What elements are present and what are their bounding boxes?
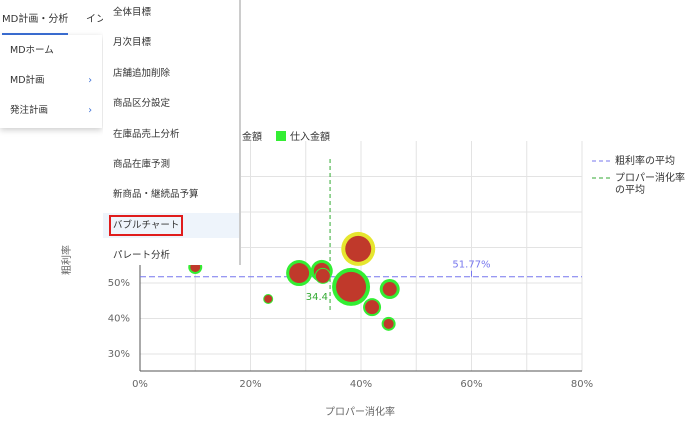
bubble <box>365 300 380 315</box>
menu-item[interactable]: MDホーム <box>10 45 54 56</box>
submenu-item[interactable]: 店舗追加削除 <box>103 61 239 86</box>
submenu-item[interactable]: 新商品・継続品予算 <box>103 182 239 207</box>
submenu: 全体目標月次目標店舗追加削除 商品区分設定 在庫品売上分析 商品在庫予測新商品・継続品… <box>103 0 241 265</box>
legend-label: プロパー消化率 <box>615 171 685 184</box>
bubble <box>264 294 273 303</box>
menu-label: 発注計画 <box>10 105 49 116</box>
nav-item[interactable]: イン <box>86 14 106 25</box>
bubble <box>315 268 330 283</box>
mean-label: 51.77% <box>452 260 490 271</box>
mean-label: 34.4 <box>306 292 328 303</box>
submenu-label: 新商品・継続品予算 <box>113 189 199 201</box>
submenu-item[interactable]: パレート分析 <box>103 243 239 268</box>
submenu-label: バブルチャート <box>109 214 184 236</box>
submenu-label: 月次目標 <box>113 37 152 49</box>
submenu-item[interactable]: 在庫品売上分析 <box>103 122 239 147</box>
bubble <box>383 318 394 329</box>
x-tick-label: 40% <box>350 379 372 390</box>
submenu-label: 商品在庫予測 <box>113 159 171 170</box>
y-tick-label: 50% <box>108 278 130 289</box>
submenu-label: 全体目標 <box>113 7 152 18</box>
menu-item[interactable]: MD計画 › <box>10 75 92 86</box>
legend-label: 金額 <box>242 130 262 143</box>
submenu-label: 店舗追加削除 <box>113 67 171 79</box>
legend-swatch <box>276 131 286 141</box>
submenu-label: 在庫品売上分析 <box>113 128 180 140</box>
submenu-item[interactable]: 全体目標 <box>103 0 239 25</box>
x-tick-label: 80% <box>571 379 593 390</box>
x-tick-label: 60% <box>460 379 482 390</box>
submenu-label: パレート分析 <box>113 250 171 262</box>
x-tick-label: 20% <box>239 379 261 390</box>
bubble <box>289 263 310 284</box>
submenu-item[interactable]: 商品在庫予測 <box>103 152 239 177</box>
bubble <box>382 282 397 297</box>
nav-item[interactable]: MD計画・分析 <box>2 10 69 35</box>
y-tick-label: 40% <box>108 314 130 325</box>
dropdown-menu: MDホーム MD計画 › 発注計画 › <box>0 35 102 128</box>
bubble <box>345 235 372 262</box>
menu-label: MD計画 <box>10 75 45 86</box>
submenu-label: 商品区分設定 <box>113 98 171 110</box>
submenu-item[interactable]: 月次目標 <box>103 30 239 55</box>
legend-label: 粗利率の平均 <box>615 154 675 167</box>
submenu-item[interactable]: 商品区分設定 <box>103 91 239 116</box>
x-tick-label: 0% <box>132 379 148 390</box>
bubble <box>336 271 367 302</box>
legend-label: の平均 <box>615 184 645 196</box>
y-axis-label: 粗利率 <box>60 245 73 275</box>
x-axis-label: プロパー消化率 <box>325 405 395 418</box>
legend-label: 仕入金額 <box>290 130 330 143</box>
submenu-item[interactable]: バブルチャート <box>103 212 239 238</box>
y-tick-label: 30% <box>108 349 130 360</box>
menu-item[interactable]: 発注計画 › <box>10 105 92 116</box>
